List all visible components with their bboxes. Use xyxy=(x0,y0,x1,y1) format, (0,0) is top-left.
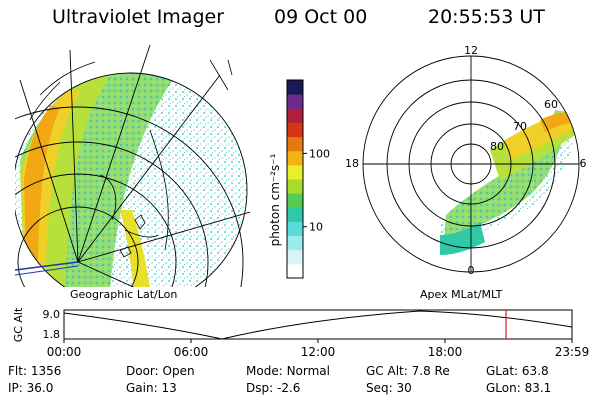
mlt-label-18: 18 xyxy=(345,157,359,170)
colorbar-segment xyxy=(287,263,303,279)
colorbar-segment xyxy=(287,207,303,222)
time-tick-2: 12:00 xyxy=(301,345,336,359)
left-projection-label: Geographic Lat/Lon xyxy=(70,288,177,301)
color-bar xyxy=(286,79,304,279)
time-tick-1: 06:00 xyxy=(174,345,209,359)
colorbar-segment xyxy=(287,94,303,109)
info-gain: Gain: 13 xyxy=(126,381,177,395)
colorbar-segment xyxy=(287,179,303,194)
instrument-title: Ultraviolet Imager xyxy=(52,6,225,28)
info-dsp: Dsp: -2.6 xyxy=(246,381,301,395)
colorbar-segment xyxy=(287,150,303,166)
geographic-image xyxy=(15,73,247,287)
colorbar-segment xyxy=(287,235,303,251)
info-door: Door: Open xyxy=(126,364,195,378)
colorbar-segment xyxy=(287,193,303,208)
colorbar-segment xyxy=(287,249,303,265)
colorbar-tick-label: 10 xyxy=(309,221,323,234)
colorbar-segment xyxy=(287,80,303,95)
colorbar-unit-label: photon cm⁻²s⁻¹ xyxy=(268,153,282,246)
mlt-label-0: 0 xyxy=(468,264,475,277)
colorbar-segment xyxy=(287,164,303,180)
info-ip: IP: 36.0 xyxy=(8,381,54,395)
mlt-label-12: 12 xyxy=(464,44,478,57)
time-tick-4: 23:59 xyxy=(555,345,590,359)
colorbar-segment xyxy=(287,108,303,123)
time-label: 20:55:53 UT xyxy=(428,6,545,28)
mlt-label-6: 6 xyxy=(580,157,587,170)
info-mode: Mode: Normal xyxy=(246,364,330,378)
right-projection-label: Apex MLat/MLT xyxy=(420,288,503,301)
info-flt: Flt: 1356 xyxy=(8,364,62,378)
colorbar-tick-label: 100 xyxy=(309,147,330,160)
altitude-plot xyxy=(63,309,573,343)
time-tick-0: 00:00 xyxy=(47,345,82,359)
date-label: 09 Oct 00 xyxy=(274,6,368,28)
colorbar-border xyxy=(286,79,304,279)
time-tick-3: 18:00 xyxy=(428,345,463,359)
altitude-ymin: 1.8 xyxy=(43,328,61,341)
mlat-label-80: 80 xyxy=(490,140,504,153)
altitude-ymax: 9.0 xyxy=(43,308,61,321)
polar-grid xyxy=(362,55,580,273)
altitude-curve xyxy=(63,310,573,340)
colorbar-ticks: 100 10 xyxy=(303,147,330,234)
mlat-label-70: 70 xyxy=(513,120,527,133)
colorbar-segment xyxy=(287,221,303,237)
mlat-label-60: 60 xyxy=(544,98,558,111)
info-seq: Seq: 30 xyxy=(366,381,412,395)
info-gc-alt: GC Alt: 7.8 Re xyxy=(366,364,450,378)
info-glat: GLat: 63.8 xyxy=(486,364,549,378)
geographic-grid xyxy=(15,44,250,287)
colorbar-segment xyxy=(287,136,303,152)
info-glon: GLon: 83.1 xyxy=(486,381,552,395)
altitude-axis-label: GC Alt xyxy=(12,307,25,342)
colorbar-segment xyxy=(287,122,303,138)
